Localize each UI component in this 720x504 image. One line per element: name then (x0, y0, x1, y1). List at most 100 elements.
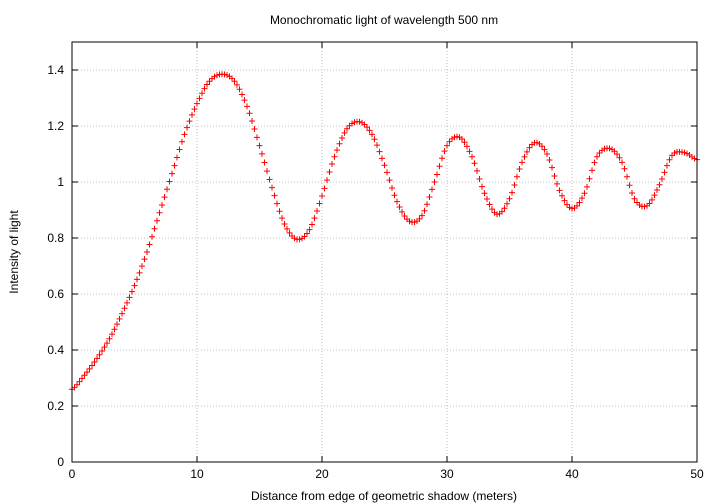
data-point (159, 201, 165, 208)
data-point (591, 159, 598, 166)
data-point (544, 151, 550, 157)
axis-ticks (71, 42, 698, 463)
data-point (429, 186, 435, 193)
data-point (516, 165, 523, 172)
data-point (241, 97, 248, 104)
data-point (459, 136, 465, 143)
data-point (181, 131, 188, 138)
data-point (154, 217, 160, 224)
data-point (99, 348, 105, 355)
data-point (519, 159, 525, 166)
data-point (236, 86, 243, 93)
data-point (364, 124, 370, 131)
data-point (74, 381, 80, 388)
data-point (614, 151, 620, 158)
data-point (319, 193, 325, 199)
data-point (559, 192, 565, 199)
chart-title: Monochromatic light of wavelength 500 nm (270, 13, 498, 27)
data-point (396, 203, 403, 210)
data-point (321, 185, 328, 192)
data-point (474, 167, 480, 174)
data-point (554, 180, 560, 187)
data-point (101, 344, 108, 351)
x-tick-label: 40 (565, 467, 579, 481)
data-point (266, 176, 273, 183)
y-tick-label: 1.4 (47, 63, 64, 77)
data-point (339, 134, 345, 141)
data-point (561, 197, 568, 204)
data-point (616, 154, 623, 161)
data-point (416, 215, 423, 222)
plot-frame (71, 41, 698, 463)
data-point (401, 212, 408, 219)
data-point (574, 202, 580, 209)
data-point (161, 194, 168, 201)
data-point (421, 207, 428, 214)
data-point (86, 365, 93, 372)
data-point (424, 201, 430, 208)
data-point (191, 106, 198, 113)
data-point (539, 143, 545, 150)
data-point (546, 156, 553, 163)
data-point (481, 190, 488, 197)
x-tick-label: 50 (690, 467, 704, 481)
x-tick-label: 10 (190, 467, 204, 481)
data-point (119, 310, 125, 317)
data-point (344, 125, 350, 132)
data-point (389, 184, 395, 191)
data-point (309, 221, 315, 228)
data-point (251, 126, 258, 133)
data-point (619, 159, 625, 166)
data-point (479, 183, 485, 190)
data-point (649, 196, 655, 203)
data-point (269, 184, 275, 191)
data-point (509, 189, 515, 196)
data-point (586, 175, 593, 182)
data-point (91, 358, 98, 365)
data-point (204, 81, 210, 88)
data-point (399, 208, 405, 215)
data-point (471, 160, 478, 167)
data-point (186, 118, 193, 125)
data-point (651, 192, 658, 199)
data-point (436, 163, 443, 170)
data-point (89, 362, 95, 369)
data-point (281, 221, 288, 227)
data-point (379, 155, 385, 162)
data-point (96, 351, 103, 358)
y-tick-label: 0 (57, 455, 64, 469)
data-point (579, 195, 585, 202)
data-point (581, 190, 588, 197)
data-point (366, 127, 373, 134)
data-point (149, 233, 155, 240)
data-point (201, 85, 208, 92)
data-point (556, 187, 563, 194)
data-point (466, 148, 473, 155)
data-point (549, 164, 555, 171)
data-point (419, 212, 425, 219)
data-point (541, 146, 548, 153)
y-tick-label: 0.6 (47, 287, 64, 301)
data-point (504, 200, 510, 207)
data-point (254, 134, 260, 141)
data-point (274, 200, 280, 207)
data-point (589, 167, 595, 174)
data-point (341, 129, 348, 136)
data-point (76, 378, 83, 385)
data-point (629, 190, 635, 197)
data-point (316, 200, 323, 207)
data-point (169, 170, 175, 177)
data-point (261, 159, 268, 166)
data-point (489, 206, 495, 213)
data-point (661, 169, 668, 176)
data-point (196, 95, 203, 102)
data-point (501, 205, 508, 212)
data-point (324, 177, 330, 184)
data-point (156, 209, 163, 216)
data-point (441, 148, 448, 155)
y-tick-label: 0.2 (47, 399, 64, 413)
data-point (626, 182, 633, 189)
data-point (439, 155, 445, 162)
data-point (486, 201, 493, 208)
data-point (174, 154, 180, 161)
